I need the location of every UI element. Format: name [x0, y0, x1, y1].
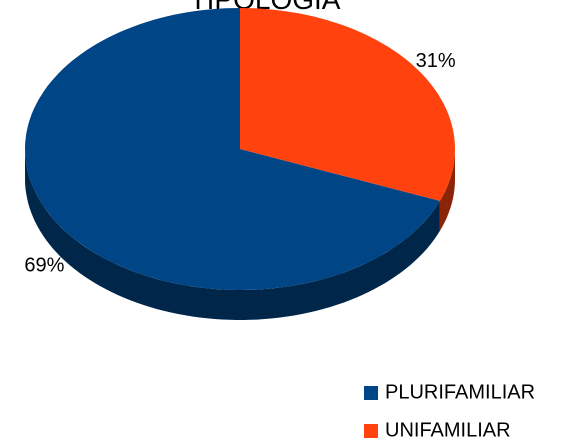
data-label: 69% — [24, 254, 64, 276]
legend-label: PLURIFAMILIAR — [385, 381, 535, 403]
pie-slice — [25, 8, 440, 290]
pie-slice — [240, 8, 455, 201]
legend-swatch — [364, 386, 378, 400]
pie-side — [25, 149, 440, 320]
data-label: 31% — [416, 50, 456, 72]
legend-swatch — [364, 424, 378, 438]
legend-label: UNIFAMILIAR — [385, 419, 511, 441]
pie-side — [439, 149, 455, 231]
